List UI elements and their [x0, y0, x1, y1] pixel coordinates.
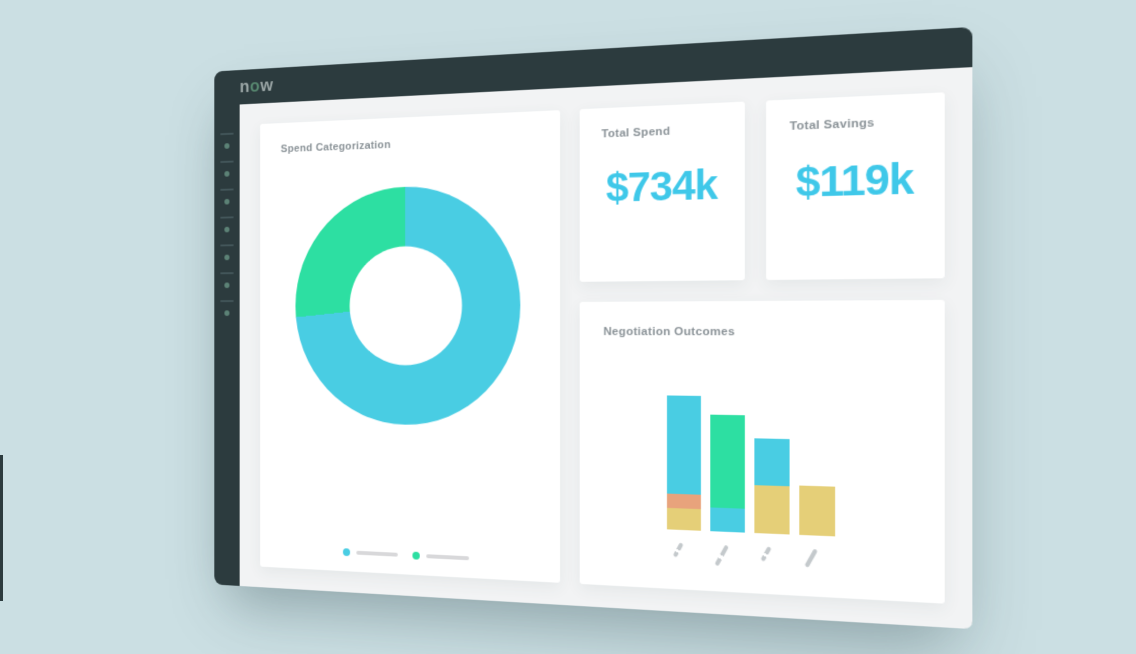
- spend-categorization-donut-chart: [295, 183, 521, 428]
- sidebar-separator: [220, 160, 234, 163]
- logo-letter-w: w: [260, 75, 274, 96]
- bar-segment: [799, 485, 836, 537]
- negotiation-outcomes-card: Negotiation Outcomes: [579, 299, 945, 604]
- sidebar-item-dot[interactable]: [224, 170, 230, 177]
- right-column: Total Spend $734k Total Savings $119k Ne…: [579, 92, 945, 604]
- sidebar-item-dot[interactable]: [224, 254, 230, 261]
- x-tick-placeholder: [804, 548, 818, 568]
- stat-card-row: Total Spend $734k Total Savings $119k: [579, 92, 945, 282]
- total-savings-title: Total Savings: [789, 116, 875, 134]
- bar-segment: [710, 414, 745, 509]
- legend-item[interactable]: [412, 551, 470, 563]
- legend-swatch: [342, 548, 351, 557]
- donut-legend: [260, 544, 560, 567]
- total-spend-value: $734k: [605, 160, 718, 211]
- sidebar-item-dot[interactable]: [224, 198, 230, 205]
- legend-swatch: [412, 551, 420, 560]
- stacked-bar: [710, 414, 745, 533]
- x-tick-cell: [799, 545, 835, 574]
- sidebar-separator: [220, 244, 234, 247]
- total-spend-title: Total Spend: [601, 125, 671, 141]
- bar-segment: [666, 493, 701, 510]
- bar-chart-x-axis-ticks: [667, 540, 835, 575]
- bar-segment: [666, 507, 701, 531]
- spend-categorization-card: Spend Categorization: [260, 110, 561, 583]
- background-edge-accent-line: [0, 455, 3, 601]
- total-spend-card: Total Spend $734k: [579, 101, 745, 282]
- now-logo: now: [239, 75, 274, 98]
- x-tick-placeholder: [714, 544, 729, 567]
- spend-categorization-title: Spend Categorization: [280, 139, 391, 156]
- donut-hole: [349, 245, 463, 366]
- bar-segment: [666, 395, 701, 495]
- bar-segment: [754, 485, 790, 535]
- sidebar-separator: [220, 188, 234, 191]
- sidebar-separator: [220, 300, 234, 303]
- total-savings-value: $119k: [795, 153, 914, 207]
- dashboard-window: now Spend Categorization Total Spend $73…: [214, 26, 973, 630]
- negotiation-outcomes-bar-chart: [666, 395, 836, 537]
- logo-letter-o: o: [249, 76, 261, 97]
- legend-label-placeholder: [356, 550, 398, 557]
- logo-letter-n: n: [239, 76, 250, 98]
- sidebar-separator: [220, 132, 234, 136]
- stacked-bar: [666, 395, 701, 531]
- sidebar-separator: [220, 216, 234, 219]
- x-tick-cell: [667, 540, 701, 568]
- x-tick-cell: [710, 541, 745, 570]
- stacked-bar: [754, 438, 790, 535]
- total-savings-card: Total Savings $119k: [766, 92, 945, 281]
- dashboard-content-area: Spend Categorization Total Spend $734k T…: [239, 67, 973, 630]
- x-tick-cell: [754, 543, 789, 572]
- sidebar-item-dot[interactable]: [224, 143, 230, 149]
- legend-label-placeholder: [426, 553, 470, 561]
- x-tick-placeholder: [760, 546, 772, 562]
- stacked-bar: [799, 485, 836, 537]
- bar-segment: [754, 438, 790, 487]
- bar-segment: [710, 507, 745, 533]
- sidebar-nav-rail: [214, 104, 239, 585]
- sidebar-item-dot[interactable]: [224, 310, 230, 316]
- sidebar-item-dot[interactable]: [224, 282, 230, 289]
- sidebar-item-dot[interactable]: [224, 226, 230, 233]
- legend-item[interactable]: [342, 548, 398, 558]
- sidebar-separator: [220, 272, 234, 275]
- x-tick-placeholder: [672, 542, 684, 558]
- negotiation-outcomes-title: Negotiation Outcomes: [603, 325, 736, 339]
